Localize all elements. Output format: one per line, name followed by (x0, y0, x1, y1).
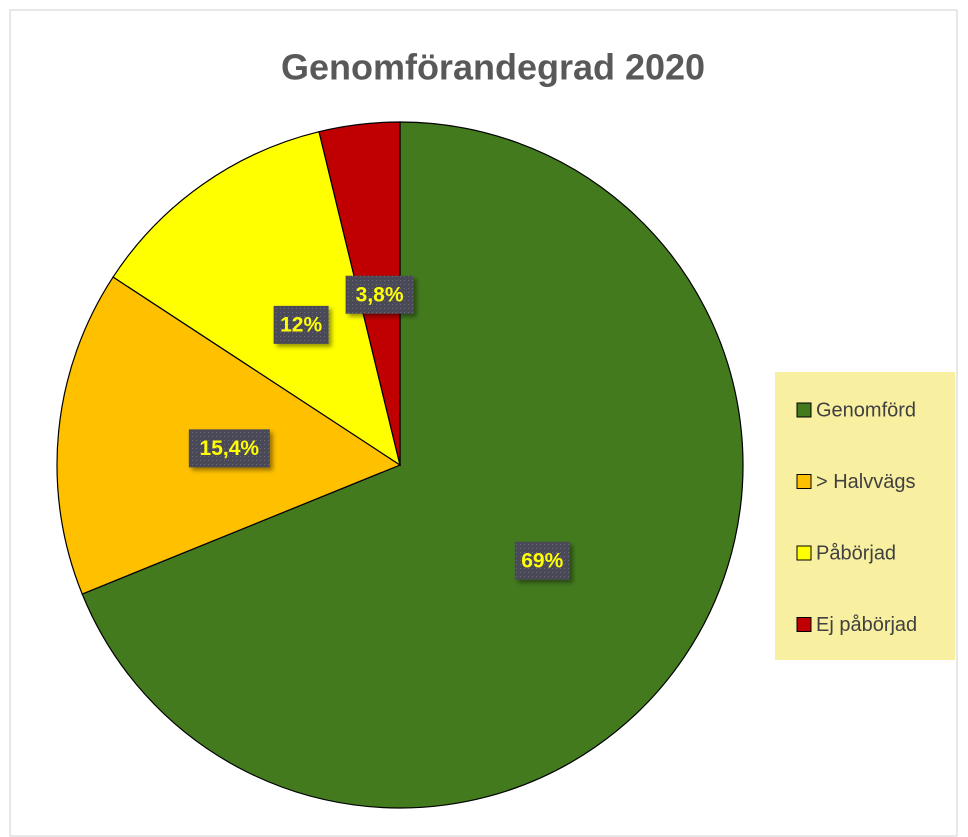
legend-swatch (796, 617, 812, 632)
legend-label: Påbörjad (816, 542, 896, 564)
legend-label: Ej påbörjad (816, 614, 917, 636)
data-label-box (273, 305, 329, 344)
data-label-box (345, 275, 414, 314)
legend-swatch (796, 402, 812, 418)
data-label-box (188, 429, 270, 468)
chart-title: Genomförandegrad 2020 (281, 47, 705, 88)
data-label: 69% (521, 549, 563, 572)
legend-box (775, 372, 955, 660)
legend-swatch (796, 545, 812, 561)
legend-label: > Halvvägs (816, 471, 916, 493)
data-label: 15,4% (200, 437, 260, 460)
legend-swatch (796, 474, 812, 489)
data-label: 3,8% (356, 283, 404, 306)
data-label: 12% (280, 313, 322, 336)
pie-slice (81, 121, 744, 809)
data-label-box (514, 541, 570, 580)
pie-slice (112, 130, 401, 467)
legend-label: Genomförd (816, 399, 916, 421)
